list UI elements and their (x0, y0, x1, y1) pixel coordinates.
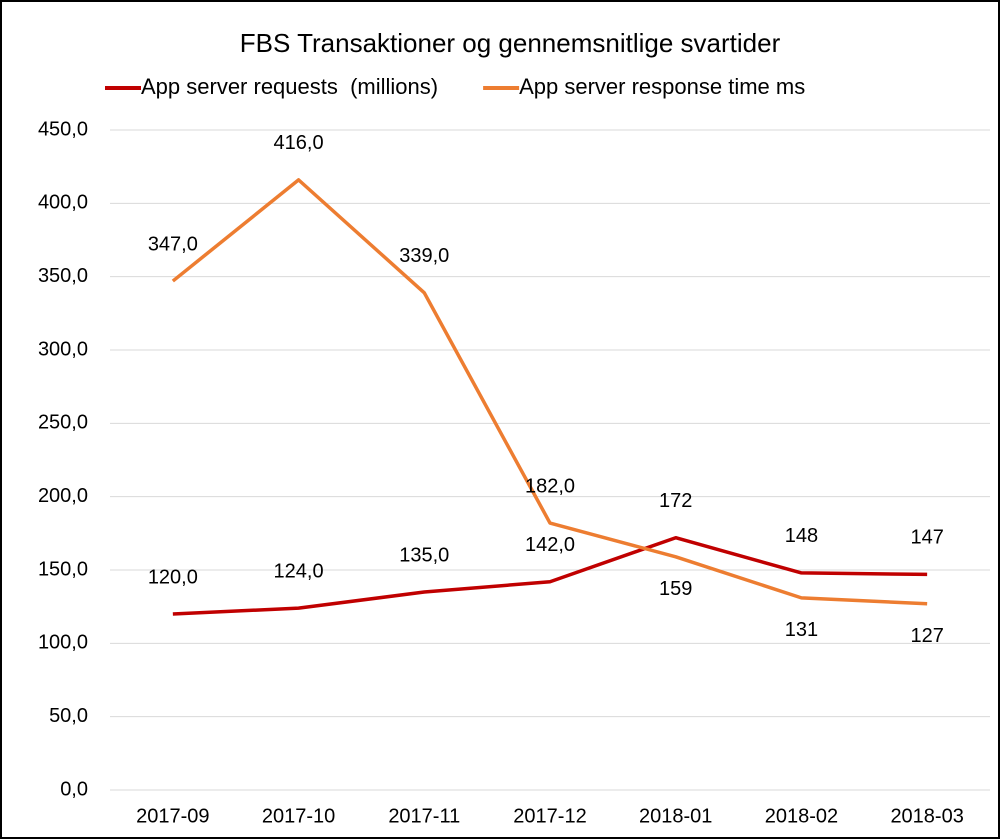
x-tick-label: 2017-09 (136, 805, 209, 827)
data-label: 347,0 (148, 233, 198, 255)
data-label: 124,0 (274, 560, 324, 582)
y-tick-label: 450,0 (38, 118, 88, 140)
data-label: 416,0 (274, 132, 324, 154)
y-tick-label: 150,0 (38, 558, 88, 580)
y-tick-label: 300,0 (38, 338, 88, 360)
data-label: 159 (659, 578, 692, 600)
data-label: 339,0 (399, 245, 449, 267)
data-label: 172 (659, 490, 692, 512)
x-tick-label: 2018-02 (765, 805, 838, 827)
data-label: 120,0 (148, 566, 198, 588)
y-tick-label: 50,0 (49, 705, 88, 727)
y-tick-label: 400,0 (38, 192, 88, 214)
y-tick-label: 100,0 (38, 632, 88, 654)
x-tick-label: 2017-11 (388, 805, 460, 827)
legend-label: App server response time ms (519, 74, 805, 99)
data-label: 131 (785, 619, 818, 641)
series-line (171, 178, 928, 606)
x-tick-label: 2017-12 (513, 805, 586, 827)
y-tick-label: 350,0 (38, 265, 88, 287)
y-tick-label: 0,0 (60, 778, 88, 800)
x-tick-label: 2018-01 (639, 805, 712, 827)
chart-title: FBS Transaktioner og gennemsnitlige svar… (240, 28, 781, 58)
data-label: 142,0 (525, 534, 575, 556)
y-tick-label: 250,0 (38, 412, 88, 434)
x-tick-label: 2018-03 (890, 805, 963, 827)
y-tick-label: 200,0 (38, 485, 88, 507)
x-tick-label: 2017-10 (262, 805, 335, 827)
series-line (172, 535, 928, 616)
data-label: 135,0 (399, 544, 449, 566)
data-label: 148 (785, 525, 818, 547)
data-label: 147 (910, 527, 943, 549)
data-label: 182,0 (525, 475, 575, 497)
data-label: 127 (910, 625, 943, 647)
legend-label: App server requests (millions) (141, 74, 438, 99)
